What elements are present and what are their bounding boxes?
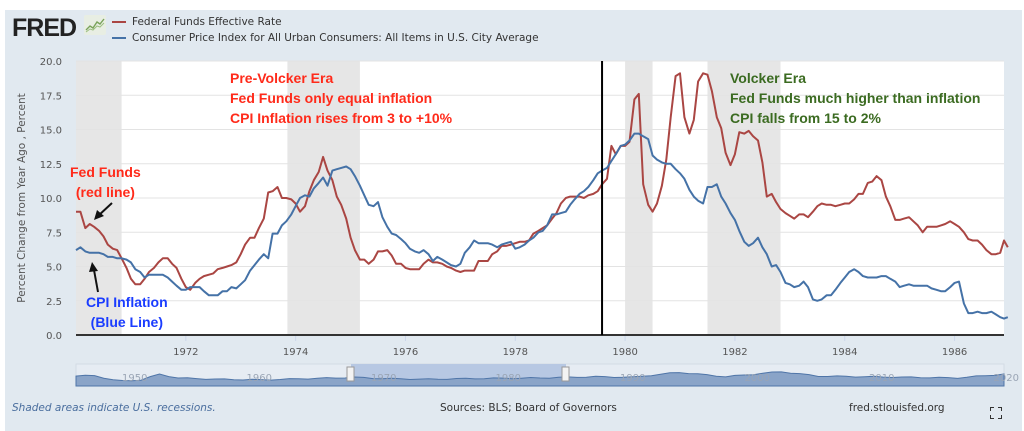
annotation-line: CPI Inflation rises from 3 to +10% (230, 110, 453, 126)
x-tick-label: 1972 (173, 347, 198, 358)
x-tick-label: 1986 (942, 347, 967, 358)
cpi-arrowhead (89, 262, 98, 272)
recession-note: Shaded areas indicate U.S. recessions. (12, 402, 216, 414)
fred-logo[interactable]: FRED (12, 14, 77, 42)
cpi-line (75, 132, 1009, 320)
navigator-year-label: 2000 (745, 373, 770, 384)
navigator-year-label: 1960 (247, 373, 272, 384)
navigator-year-labels: 1950 1960 1970 1980 1990 2000 2010 2020 (122, 373, 1019, 384)
legend-swatch-fed-funds (112, 21, 126, 23)
navigator-year-label: 1970 (371, 373, 396, 384)
annotation-line: Pre-Volcker Era (230, 70, 334, 86)
fullscreen-icon[interactable] (989, 404, 1003, 420)
fed-funds-arrowhead (94, 210, 104, 220)
navigator-year-label: 1980 (496, 373, 521, 384)
navigator-handle-left[interactable] (346, 366, 355, 382)
y-tick-label: 17.5 (40, 91, 62, 102)
y-tick-label: 20.0 (40, 57, 62, 68)
annotation-pre-volcker: Pre-Volcker Era Fed Funds only equal inf… (230, 68, 452, 128)
sources-text: Sources: BLS; Board of Governors (440, 402, 617, 414)
legend-swatch-cpi (112, 37, 126, 39)
y-tick-label: 0.0 (46, 331, 62, 342)
legend-item-fed-funds[interactable]: Federal Funds Effective Rate (112, 14, 539, 30)
gridlines (76, 60, 1004, 302)
x-tick-label: 1976 (393, 347, 418, 358)
x-axis-ticks: 1972 1974 1976 1978 1980 1982 1984 1986 (173, 335, 967, 358)
y-tick-label: 2.5 (46, 297, 62, 308)
annotation-line: Fed Funds much higher than inflation (730, 90, 981, 106)
legend-item-cpi[interactable]: Consumer Price Index for All Urban Consu… (112, 30, 539, 46)
annotation-fed-funds: Fed Funds (red line) (70, 162, 141, 202)
x-tick-label: 1974 (283, 347, 308, 358)
y-axis-label: Percent Change from Year Ago , Percent (16, 93, 28, 303)
x-tick-label: 1984 (832, 347, 857, 358)
x-tick-label: 1980 (612, 347, 637, 358)
x-tick-label: 1978 (503, 347, 528, 358)
annotation-line: CPI Inflation (86, 294, 168, 310)
x-tick-label: 1982 (722, 347, 747, 358)
navigator-year-label: 1950 (122, 373, 147, 384)
annotation-line: Fed Funds (70, 164, 141, 180)
annotation-cpi: CPI Inflation (Blue Line) (86, 292, 168, 332)
navigator-series (75, 371, 1005, 387)
y-tick-label: 15.0 (40, 126, 62, 137)
fed-funds-line (76, 72, 1009, 291)
navigator-handle-right[interactable] (561, 366, 570, 382)
legend-label: Federal Funds Effective Rate (132, 16, 282, 28)
line-chart-icon (84, 15, 106, 35)
navigator-year-label: 1990 (620, 373, 645, 384)
legend-label: Consumer Price Index for All Urban Consu… (132, 32, 539, 44)
fred-url[interactable]: fred.stlouisfed.org (849, 402, 945, 414)
navigator-year-label: 2010 (869, 373, 894, 384)
annotation-line: (red line) (75, 184, 135, 200)
y-tick-label: 7.5 (46, 228, 62, 239)
annotation-arrows (89, 202, 113, 293)
y-tick-label: 10.0 (40, 194, 62, 205)
navigator-year-label: 2020 (994, 373, 1019, 384)
chart-legend: Federal Funds Effective Rate Consumer Pr… (112, 14, 539, 46)
annotation-volcker: Volcker Era Fed Funds much higher than i… (730, 68, 980, 128)
annotation-line: (Blue Line) (90, 314, 163, 330)
cpi-arrow (93, 269, 99, 293)
annotation-line: Volcker Era (730, 70, 807, 86)
series-lines (75, 72, 1009, 320)
annotation-line: CPI falls from 15 to 2% (730, 110, 881, 126)
y-tick-label: 12.5 (40, 160, 62, 171)
y-tick-label: 5.0 (46, 263, 62, 274)
annotation-line: Fed Funds only equal inflation (230, 90, 433, 106)
y-axis-ticks: 0.0 2.5 5.0 7.5 10.0 12.5 15.0 17.5 20.0 (40, 57, 62, 342)
